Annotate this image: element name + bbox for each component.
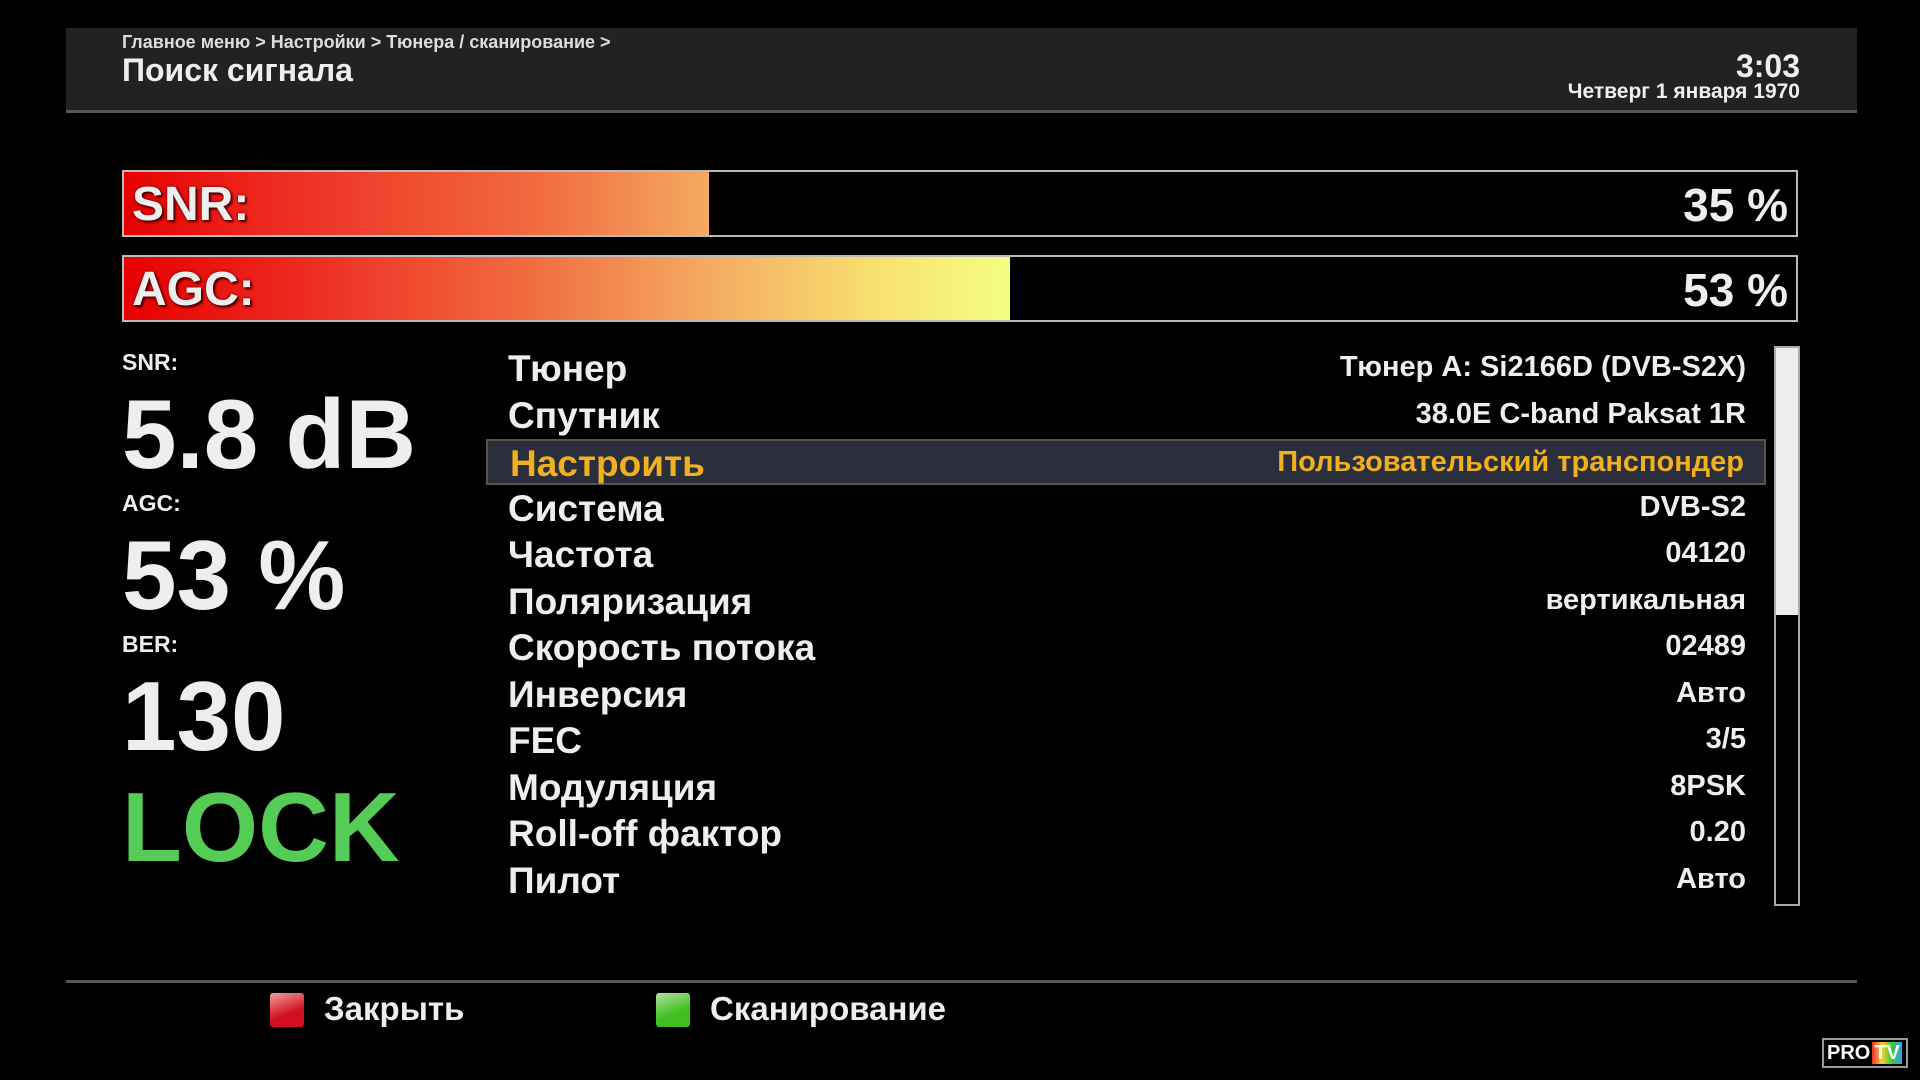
footer-divider <box>66 980 1857 983</box>
snr-bar-label: SNR: <box>132 178 250 231</box>
scrollbar-thumb[interactable] <box>1776 348 1798 615</box>
param-value: вертикальная <box>1545 583 1746 616</box>
agc-bar-label: AGC: <box>132 263 255 316</box>
green-key-icon <box>656 993 690 1027</box>
param-row-1[interactable]: Спутник 38.0E C-band Paksat 1R <box>486 393 1766 439</box>
param-label: Roll-off фактор <box>508 813 783 854</box>
param-row-11[interactable]: Пилот Авто <box>486 858 1766 904</box>
agc-value: 53 % <box>122 520 346 630</box>
breadcrumb: Главное меню > Настройки > Тюнера / скан… <box>122 32 611 52</box>
param-row-6[interactable]: Скорость потока 02489 <box>486 625 1766 671</box>
param-value: DVB-S2 <box>1639 490 1746 523</box>
param-value: Пользовательский транспондер <box>1277 446 1744 478</box>
snr-bar: SNR: 35 % <box>122 170 1798 237</box>
param-label: Настроить <box>510 443 705 484</box>
agc-bar-percent: 53 % <box>1683 264 1788 316</box>
param-value: 8PSK <box>1670 769 1746 802</box>
param-row-7[interactable]: Инверсия Авто <box>486 672 1766 718</box>
param-label: Модуляция <box>508 766 718 808</box>
param-row-4[interactable]: Частота 04120 <box>486 532 1766 578</box>
param-label: Пилот <box>508 859 621 901</box>
param-label: Инверсия <box>508 673 688 715</box>
param-value: 02489 <box>1665 630 1746 662</box>
ber-label: BER: <box>122 631 179 657</box>
snr-bar-fill <box>124 172 710 235</box>
scan-button[interactable]: Сканирование <box>710 990 947 1027</box>
scrollbar[interactable] <box>1774 346 1800 906</box>
agc-label: AGC: <box>122 490 181 516</box>
snr-bar-percent: 35 % <box>1683 179 1788 231</box>
param-row-10[interactable]: Roll-off фактор 0.20 <box>486 811 1766 857</box>
param-label: FEC <box>508 720 582 761</box>
param-value: 0.20 <box>1689 816 1746 848</box>
page-title: Поиск сигнала <box>122 52 353 88</box>
param-value: Авто <box>1676 862 1746 895</box>
clock-date: Четверг 1 января 1970 <box>1567 80 1800 103</box>
param-row-9[interactable]: Модуляция 8PSK <box>486 765 1766 811</box>
param-label: Система <box>508 487 664 529</box>
header-bar: Главное меню > Настройки > Тюнера / скан… <box>66 28 1857 113</box>
snr-label: SNR: <box>122 349 179 375</box>
watermark-logo: PRO TV <box>1822 1038 1908 1068</box>
param-label: Частота <box>508 534 654 575</box>
param-label: Поляризация <box>508 580 753 622</box>
param-row-2[interactable]: Настроить Пользовательский транспондер <box>486 439 1766 485</box>
param-row-5[interactable]: Поляризация вертикальная <box>486 579 1766 625</box>
param-label: Скорость потока <box>508 627 816 668</box>
param-value: Тюнер A: Si2166D (DVB-S2X) <box>1339 351 1746 383</box>
param-value: Авто <box>1676 676 1746 709</box>
param-row-3[interactable]: Система DVB-S2 <box>486 486 1766 532</box>
close-button[interactable]: Закрыть <box>324 990 465 1027</box>
param-label: Спутник <box>508 394 660 436</box>
param-value: 04120 <box>1665 537 1746 569</box>
snr-value: 5.8 dB <box>122 379 417 489</box>
param-value: 3/5 <box>1705 723 1746 755</box>
param-row-8[interactable]: FEC 3/5 <box>486 718 1766 764</box>
param-label: Тюнер <box>508 348 628 389</box>
clock-time: 3:03 <box>1735 48 1800 84</box>
agc-bar: AGC: 53 % <box>122 255 1798 322</box>
ber-value: 130 <box>122 661 286 771</box>
agc-bar-fill <box>124 257 1011 320</box>
param-value: 38.0E C-band Paksat 1R <box>1415 397 1746 430</box>
red-key-icon <box>270 993 304 1027</box>
param-row-0[interactable]: Тюнер Тюнер A: Si2166D (DVB-S2X) <box>486 346 1766 392</box>
lock-status: LOCK <box>122 772 400 882</box>
